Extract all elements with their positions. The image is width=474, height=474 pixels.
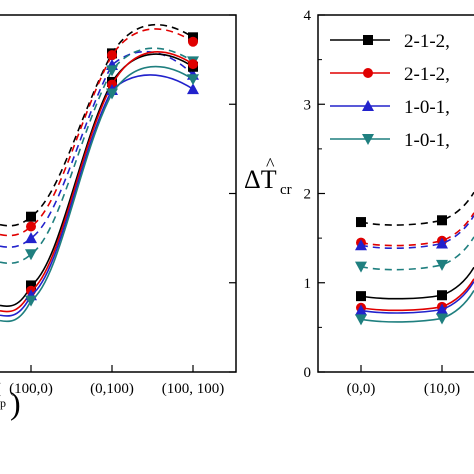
left-x-tick-label: (100, 100) [162,381,225,397]
left-data-point [188,59,198,70]
right-y-tick-labels: 0 1 2 3 4 [304,8,312,381]
left-x-partial-label: ( [0,381,1,397]
left-data-point [25,249,37,261]
legend-entry: 1-0-1, [330,130,450,151]
right-panel: (0,0) (10,0) 0 1 2 3 4 ΔT ^ cr 2-1-2, 2-1-2, 1-… [244,8,474,397]
right-data-point [437,215,447,226]
right-series-3 [355,236,474,273]
left-series-line [0,74,194,317]
left-data-point [187,83,199,95]
right-data-point [436,313,448,325]
left-axes-frame [0,14,237,373]
legend-label: 2-1-2, [404,64,450,85]
right-y-tick-label: 4 [304,8,312,24]
left-data-point [106,88,118,100]
right-series-7 [355,290,474,326]
right-y-axis-title: ΔT ^ cr [244,154,292,198]
right-series-1 [356,212,474,248]
right-series-line [360,290,474,323]
legend: 2-1-2, 2-1-2, 1-0-1, 1-0-1, [330,31,450,151]
left-x-axis-title-sub: p [0,396,6,410]
right-data-point [436,259,448,271]
right-series [355,191,474,326]
right-data-point [355,261,367,273]
right-data-point [437,290,447,301]
right-series-line [360,191,474,226]
legend-swatch-marker [362,100,374,111]
left-x-axis-title: p ) [0,385,21,421]
left-data-point [26,280,36,291]
right-y-tick-label: 2 [304,187,312,203]
right-x-tick-label: (0,0) [347,381,376,397]
left-data-point [25,232,37,244]
right-x-tick-labels: (0,0) (10,0) [347,381,461,397]
right-y-axis-title-main: ΔT [244,165,277,194]
right-series-line [360,215,474,250]
right-data-point [356,217,366,228]
right-series-line [360,278,474,312]
left-data-point [26,211,36,222]
left-series-line [0,51,194,313]
left-data-point [106,65,118,77]
right-series-6 [355,281,474,316]
left-series-7 [0,65,199,323]
right-data-point [436,237,448,249]
left-data-point [188,36,198,47]
left-x-tick-labels: (100,0) (0,100) (100, 100) [9,381,224,397]
right-series-2 [355,215,474,251]
right-y-tick-label: 1 [304,276,312,292]
right-data-point [355,239,367,251]
left-series [0,23,199,323]
right-x-tick-label: (10,0) [424,381,460,397]
left-data-point [25,295,37,307]
right-data-point [356,291,366,302]
left-series-line [0,47,194,264]
legend-entry: 2-1-2, [330,31,450,52]
right-series-line [360,212,474,247]
right-y-axis-title-sub: cr [280,182,292,198]
right-y-tick-label: 3 [304,97,312,113]
right-data-point [355,304,367,316]
legend-label: 2-1-2, [404,31,450,52]
left-series-line [0,65,194,323]
left-ticks [30,14,236,373]
right-y-tick-label: 0 [304,365,312,381]
legend-swatch-marker [363,68,373,78]
legend-entry: 2-1-2, [330,64,450,85]
left-x-axis-title-paren: ) [10,385,21,421]
left-series-line [0,28,194,237]
right-data-point [355,314,367,326]
legend-entry: 1-0-1, [330,97,450,118]
left-series-line [0,23,194,227]
left-data-point [26,221,36,232]
legend-label: 1-0-1, [404,130,450,151]
legend-swatch-marker [362,134,374,145]
right-series-line [360,236,474,271]
left-data-point [107,50,117,61]
right-series-0 [356,191,474,228]
right-ticks [318,14,443,373]
right-series-line [360,266,474,300]
left-panel: (100,0) (0,100) (100, 100) ( p ) [0,14,237,421]
right-series-5 [356,278,474,313]
left-x-tick-label: (0,100) [90,381,134,397]
left-x-tick-label: (100,0) [9,381,53,397]
legend-swatch-marker [363,35,373,45]
left-series-1 [0,28,198,237]
left-data-point [187,74,199,86]
right-series-4 [356,266,474,302]
right-axes-frame [317,14,474,373]
left-series-line [0,53,194,308]
legend-label: 1-0-1, [404,97,450,118]
right-data-point [436,303,448,315]
right-y-axis-title-hat: ^ [266,154,275,174]
